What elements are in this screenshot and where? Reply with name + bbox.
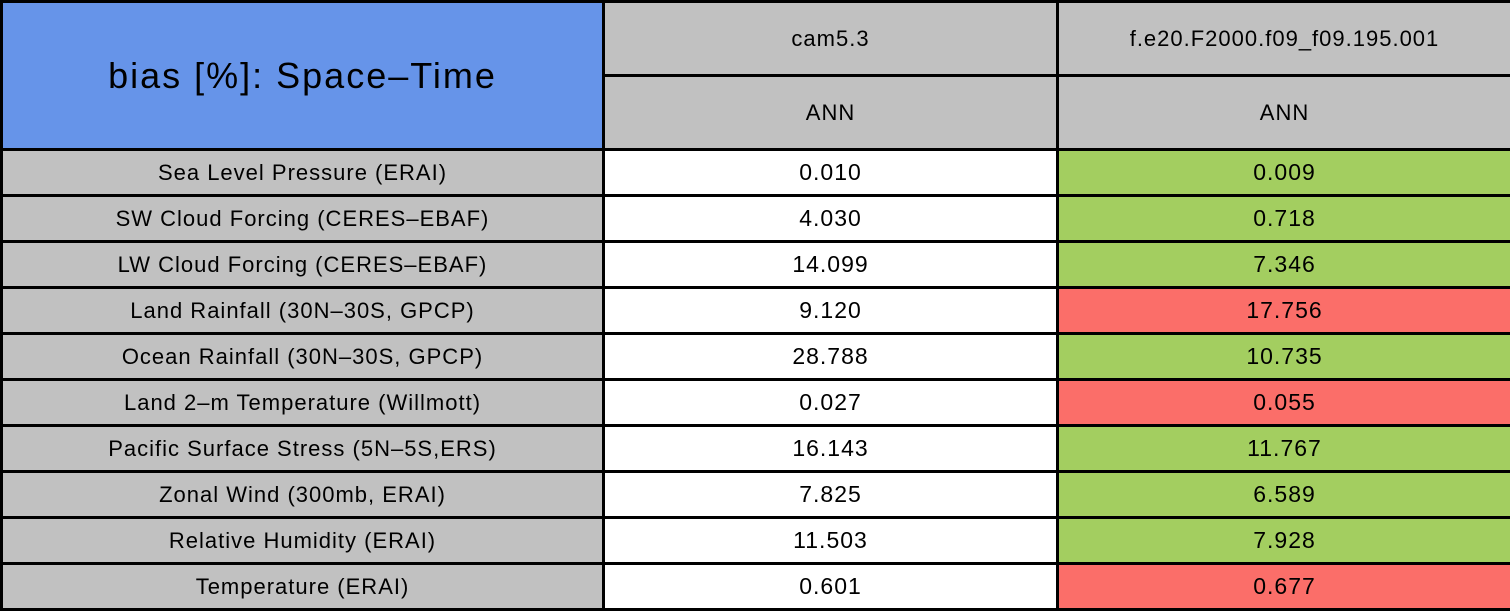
table-row: Land 2–m Temperature (Willmott) 0.027 0.05… xyxy=(0,378,1510,427)
table-row: Land Rainfall (30N–30S, GPCP) 9.120 17.756 xyxy=(0,286,1510,335)
metric-label: Relative Humidity (ERAI) xyxy=(0,516,605,565)
table-row: Temperature (ERAI) 0.601 0.677 xyxy=(0,562,1510,611)
value-baseline-case: 0.010 xyxy=(602,148,1059,197)
value-test-case: 7.928 xyxy=(1056,516,1510,565)
season-label-baseline: ANN xyxy=(602,74,1059,151)
table-row: SW Cloud Forcing (CERES–EBAF) 4.030 0.718 xyxy=(0,194,1510,243)
value-test-case: 0.718 xyxy=(1056,194,1510,243)
case-header-row: bias [%]: Space–Time cam5.3 f.e20.F2000.… xyxy=(0,0,1510,151)
season-label-test: ANN xyxy=(1056,74,1510,151)
table-body: Sea Level Pressure (ERAI) 0.010 0.009 SW Cl… xyxy=(0,148,1510,611)
value-baseline-case: 11.503 xyxy=(602,516,1059,565)
table-title: bias [%]: Space–Time xyxy=(0,0,605,151)
season-header-row: ANN ANN xyxy=(2,74,1510,151)
table-row: Relative Humidity (ERAI) 11.503 7.928 xyxy=(0,516,1510,565)
metric-label: Land Rainfall (30N–30S, GPCP) xyxy=(0,286,605,335)
column-header-baseline-case: cam5.3 xyxy=(602,0,1059,77)
metric-label: Temperature (ERAI) xyxy=(0,562,605,611)
metric-label: LW Cloud Forcing (CERES–EBAF) xyxy=(0,240,605,289)
value-baseline-case: 9.120 xyxy=(602,286,1059,335)
metric-label: Pacific Surface Stress (5N–5S,ERS) xyxy=(0,424,605,473)
column-header-test-case: f.e20.F2000.f09_f09.195.001 xyxy=(1056,0,1510,77)
value-baseline-case: 28.788 xyxy=(602,332,1059,381)
value-baseline-case: 0.027 xyxy=(602,378,1059,427)
metric-label: Zonal Wind (300mb, ERAI) xyxy=(0,470,605,519)
table-row: LW Cloud Forcing (CERES–EBAF) 14.099 7.346 xyxy=(0,240,1510,289)
value-test-case: 17.756 xyxy=(1056,286,1510,335)
metric-label: SW Cloud Forcing (CERES–EBAF) xyxy=(0,194,605,243)
value-test-case: 0.009 xyxy=(1056,148,1510,197)
metric-label: Land 2–m Temperature (Willmott) xyxy=(0,378,605,427)
value-baseline-case: 7.825 xyxy=(602,470,1059,519)
value-test-case: 0.677 xyxy=(1056,562,1510,611)
value-test-case: 10.735 xyxy=(1056,332,1510,381)
table-row: Pacific Surface Stress (5N–5S,ERS) 16.143… xyxy=(0,424,1510,473)
table-row: Zonal Wind (300mb, ERAI) 7.825 6.589 xyxy=(0,470,1510,519)
value-baseline-case: 14.099 xyxy=(602,240,1059,289)
value-baseline-case: 16.143 xyxy=(602,424,1059,473)
value-baseline-case: 0.601 xyxy=(602,562,1059,611)
value-test-case: 7.346 xyxy=(1056,240,1510,289)
table-row: Sea Level Pressure (ERAI) 0.010 0.009 xyxy=(0,148,1510,197)
metric-label: Sea Level Pressure (ERAI) xyxy=(0,148,605,197)
value-test-case: 11.767 xyxy=(1056,424,1510,473)
table-row: Ocean Rainfall (30N–30S, GPCP) 28.788 10.7… xyxy=(0,332,1510,381)
value-baseline-case: 4.030 xyxy=(602,194,1059,243)
value-test-case: 0.055 xyxy=(1056,378,1510,427)
value-test-case: 6.589 xyxy=(1056,470,1510,519)
metric-label: Ocean Rainfall (30N–30S, GPCP) xyxy=(0,332,605,381)
